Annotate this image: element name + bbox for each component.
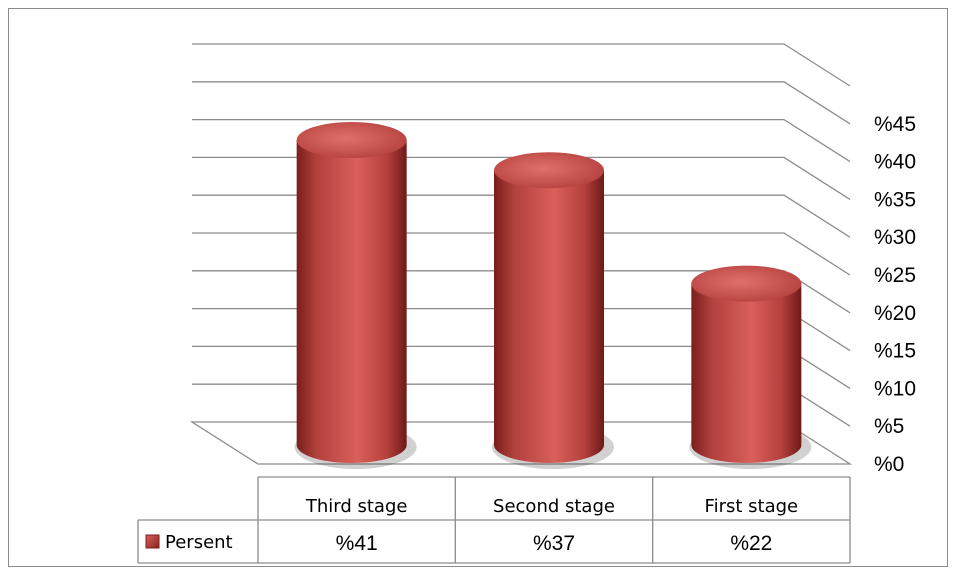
category-label: Third stage [305,496,408,517]
category-label: Second stage [493,496,615,517]
bar-top [494,152,604,189]
data-label: %41 [336,532,378,555]
y-tick-label: %25 [874,264,916,287]
bar-1 [294,122,417,469]
bar-body [296,140,407,464]
legend-swatch [145,534,160,549]
y-tick-label: %5 [874,415,904,438]
bar-top [296,122,407,159]
bar-body [691,283,802,464]
data-label: %37 [533,532,575,555]
category-label: First stage [705,496,799,517]
data-table: Third stage %41 Second stage %37 First stage… [137,476,851,564]
bar-2 [492,152,614,469]
y-tick-label: %10 [874,377,916,400]
y-tick-label: %30 [874,226,916,249]
bar-body [494,170,604,463]
chart-frame [8,8,948,567]
y-tick-label: %0 [874,453,904,476]
bars [294,122,812,469]
y-tick-label: %20 [874,302,916,325]
y-tick-label: %45 [874,113,916,136]
legend-label: Persent [165,532,233,553]
data-label: %22 [730,532,772,555]
y-tick-label: %40 [874,151,916,174]
gridline [192,43,851,87]
gridline [192,81,851,125]
bar-3 [689,265,812,469]
y-tick-label: %15 [874,340,916,363]
y-axis-ticks: %0 %5 %10 %15 %20 %25 %30 %35 %40 %45 [874,113,916,476]
y-tick-label: %35 [874,188,916,211]
gridline [192,118,851,163]
bar-top [691,265,802,302]
